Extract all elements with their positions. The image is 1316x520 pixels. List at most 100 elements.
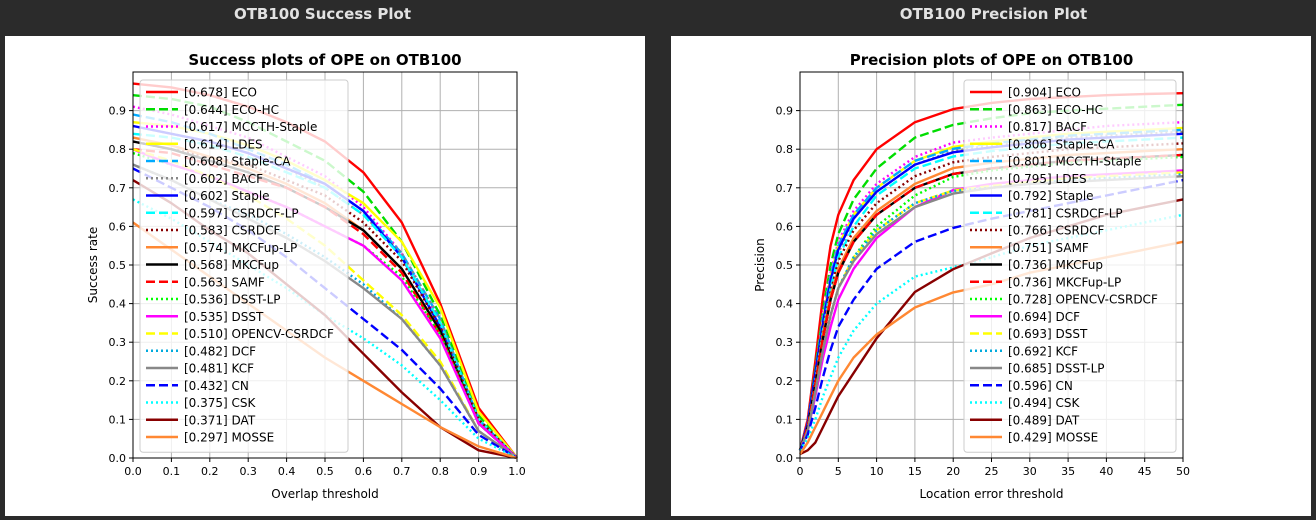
success-axes-frame: [132, 71, 518, 459]
success-legend-label-19: [0.371] DAT: [184, 413, 256, 427]
precision-legend-label-18: [0.494] CSK: [1008, 396, 1081, 410]
precision-legend-label-0: [0.904] ECO: [1008, 86, 1081, 100]
success-y-axis-label: Success rate: [86, 227, 100, 304]
success-x-axis-label: Overlap threshold: [271, 487, 379, 501]
precision-y-tick-label: 0.5: [776, 259, 794, 272]
success-y-tick-label: 0.1: [109, 413, 127, 426]
precision-x-tick-label: 10: [870, 465, 884, 478]
precision-legend-label-10: [0.736] MKCFup: [1008, 258, 1103, 272]
precision-legend-label-8: [0.766] CSRDCF: [1008, 224, 1104, 238]
success-legend-label-1: [0.644] ECO-HC: [184, 103, 279, 117]
success-series-line-18: [132, 198, 518, 460]
precision-y-tick-label: 0.6: [776, 220, 794, 233]
precision-legend-label-5: [0.795] LDES: [1008, 172, 1087, 186]
precision-plot-panel: OTB100 Precision Plot Precision plots of…: [671, 0, 1316, 520]
success-y-tick-label: 0.4: [109, 298, 127, 311]
success-x-tick-label: 0.2: [201, 465, 219, 478]
success-x-tick-label: 0.5: [316, 465, 334, 478]
success-y-tick-label: 0.9: [109, 105, 127, 118]
success-legend-box: [139, 79, 349, 453]
success-x-tick-label: 0.4: [278, 465, 296, 478]
success-legend-label-2: [0.617] MCCTH-Staple: [184, 120, 317, 134]
precision-series-line-2: [798, 121, 1184, 451]
precision-y-tick-label: 0.8: [776, 143, 794, 156]
precision-legend-label-7: [0.781] CSRDCF-LP: [1008, 206, 1123, 220]
success-y-tick-label: 0.5: [109, 259, 127, 272]
precision-y-tick-label: 0.2: [776, 375, 794, 388]
success-x-tick-label: 0.9: [470, 465, 488, 478]
success-legend-label-17: [0.432] CN: [184, 379, 249, 393]
success-x-tick-label: 0.3: [239, 465, 257, 478]
success-y-tick-label: 0.3: [109, 336, 127, 349]
success-legend-label-10: [0.568] MKCFup: [184, 258, 279, 272]
success-x-tick-label: 1.0: [508, 465, 526, 478]
precision-plot-chart: Precision plots of OPE on OTB100 0 5 10 15 20…: [753, 51, 1190, 501]
success-legend-label-5: [0.602] BACF: [184, 172, 263, 186]
success-legend-label-11: [0.563] SAMF: [184, 275, 265, 289]
success-x-tick-label: 0.1: [163, 465, 181, 478]
success-plot-chart: Success plots of OPE on OTB100 0.0 0.1 0.2 0…: [86, 51, 526, 501]
precision-y-tick-label: 0.1: [776, 413, 794, 426]
precision-x-tick-label: 35: [1061, 465, 1075, 478]
precision-legend-label-17: [0.596] CN: [1008, 379, 1073, 393]
precision-legend-label-9: [0.751] SAMF: [1008, 241, 1089, 255]
success-legend-label-8: [0.583] CSRDCF: [184, 224, 280, 238]
precision-x-tick-label: 40: [1099, 465, 1113, 478]
success-legend-label-12: [0.536] DSST-LP: [184, 293, 281, 307]
precision-y-tick-label: 0.0: [776, 452, 794, 465]
precision-legend-label-19: [0.489] DAT: [1008, 413, 1080, 427]
precision-x-axis-label: Location error threshold: [920, 487, 1064, 501]
precision-legend-label-3: [0.806] Staple-CA: [1008, 137, 1115, 151]
success-plot-frame: Success plots of OPE on OTB100 0.0 0.1 0.2 0…: [5, 36, 645, 516]
success-legend-label-18: [0.375] CSK: [184, 396, 257, 410]
precision-x-tick-label: 25: [985, 465, 999, 478]
success-series-line-1: [132, 94, 518, 459]
precision-y-tick-label: 0.3: [776, 336, 794, 349]
precision-legend-label-11: [0.736] MKCFup-LP: [1008, 275, 1121, 289]
precision-legend-label-2: [0.817] BACF: [1008, 120, 1087, 134]
precision-x-tick-label: 20: [946, 465, 960, 478]
success-y-tick-label: 0.2: [109, 375, 127, 388]
success-plot-panel: OTB100 Success Plot Success plots of OPE…: [0, 0, 645, 520]
success-panel-title: OTB100 Success Plot: [233, 5, 412, 23]
precision-x-tick-label: 5: [835, 465, 842, 478]
precision-x-tick-label: 0: [797, 465, 804, 478]
precision-axes-frame: [799, 71, 1184, 459]
precision-legend-label-1: [0.863] ECO-HC: [1008, 103, 1103, 117]
success-x-tick-label: 0.7: [393, 465, 411, 478]
success-x-tick-label: 0.6: [355, 465, 373, 478]
precision-y-tick-label: 0.9: [776, 105, 794, 118]
success-legend-label-20: [0.297] MOSSE: [184, 431, 274, 445]
success-legend-label-16: [0.481] KCF: [184, 362, 254, 376]
success-x-tick-label: 0.8: [431, 465, 449, 478]
precision-y-axis-label: Precision: [753, 238, 767, 292]
precision-legend-box: [963, 79, 1177, 453]
precision-legend-label-13: [0.694] DCF: [1008, 310, 1080, 324]
success-y-tick-label: 0.0: [109, 452, 127, 465]
precision-x-tick-label: 50: [1176, 465, 1190, 478]
success-y-tick-label: 0.8: [109, 143, 127, 156]
precision-plot-frame: Precision plots of OPE on OTB100 0 5 10 15 20…: [671, 36, 1311, 516]
success-legend-label-9: [0.574] MKCFup-LP: [184, 241, 297, 255]
precision-legend-label-4: [0.801] MCCTH-Staple: [1008, 155, 1141, 169]
success-chart-title: Success plots of OPE on OTB100: [188, 51, 461, 69]
success-legend: [0.678] ECO [0.644] ECO-HC [0.617] MCCTH-S…: [139, 79, 349, 453]
precision-x-tick-label: 45: [1138, 465, 1152, 478]
success-legend-label-4: [0.608] Staple-CA: [184, 155, 291, 169]
success-x-tick-label: 0.0: [124, 465, 142, 478]
success-y-tick-label: 0.7: [109, 182, 127, 195]
precision-y-tick-label: 0.4: [776, 298, 794, 311]
success-legend-label-6: [0.602] Staple: [184, 189, 270, 203]
precision-chart-title: Precision plots of OPE on OTB100: [850, 51, 1134, 69]
success-legend-label-13: [0.535] DSST: [184, 310, 264, 324]
precision-panel-title: OTB100 Precision Plot: [899, 5, 1088, 23]
precision-y-tick-label: 0.7: [776, 182, 794, 195]
success-legend-label-3: [0.614] LDES: [184, 137, 263, 151]
precision-legend-label-15: [0.692] KCF: [1008, 344, 1078, 358]
success-legend-label-15: [0.482] DCF: [184, 344, 256, 358]
precision-x-tick-label: 30: [1023, 465, 1037, 478]
precision-x-tick-label: 15: [908, 465, 922, 478]
success-y-tick-label: 0.6: [109, 220, 127, 233]
precision-legend-label-20: [0.429] MOSSE: [1008, 431, 1098, 445]
precision-legend-label-14: [0.693] DSST: [1008, 327, 1088, 341]
